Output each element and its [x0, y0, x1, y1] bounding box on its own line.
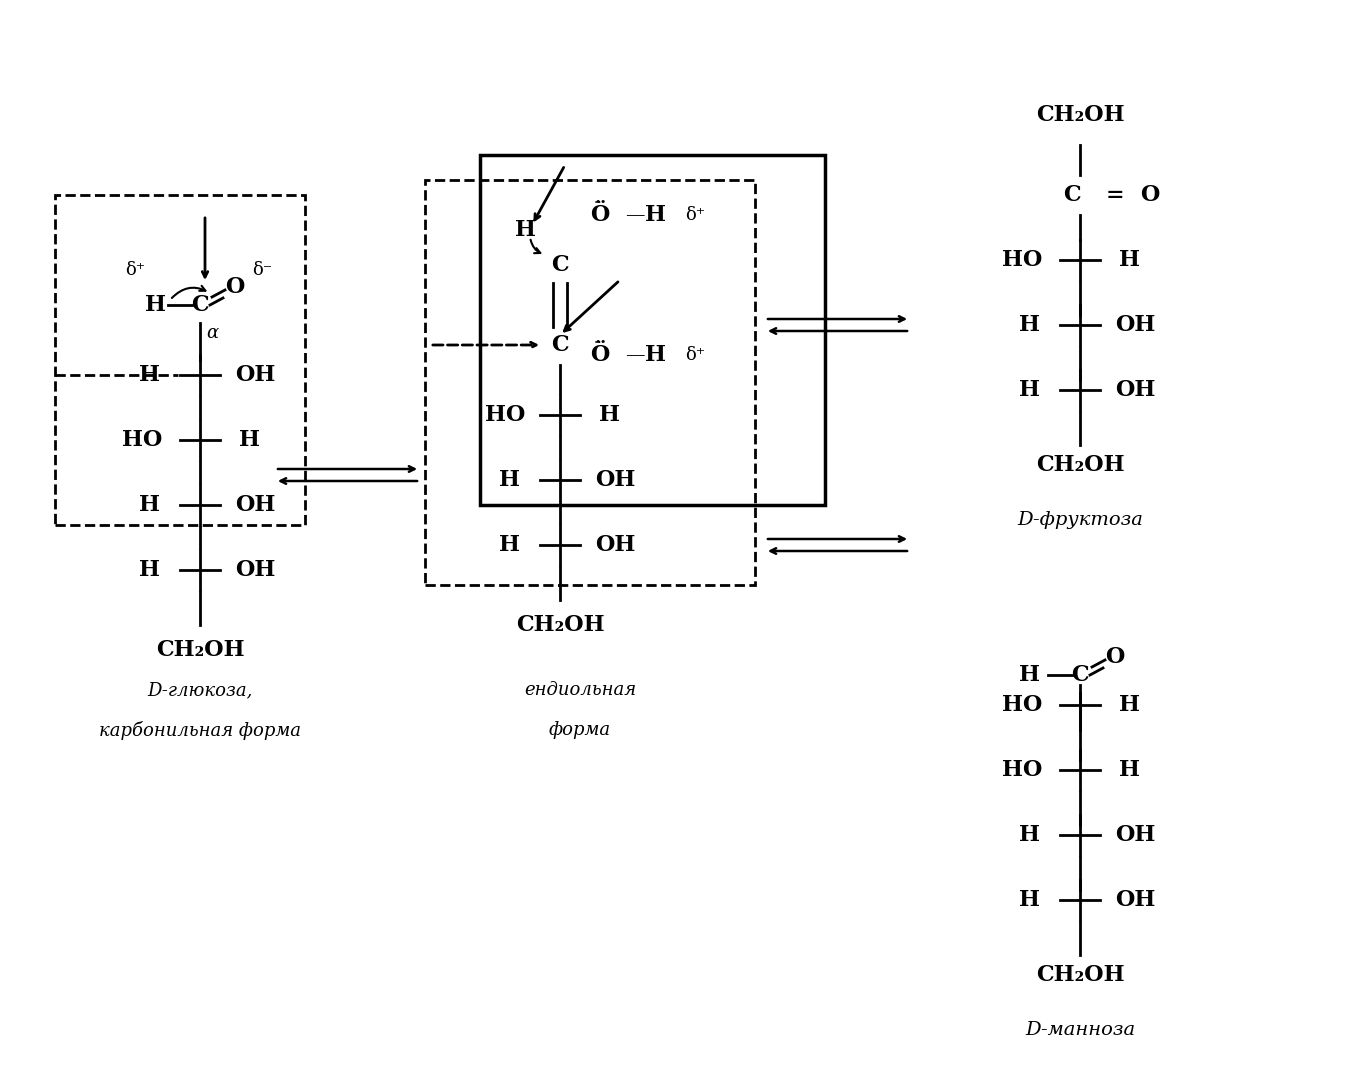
Text: H: H	[1120, 694, 1140, 716]
Text: δ⁺: δ⁺	[125, 261, 145, 280]
Text: D-глюкоза,: D-глюкоза,	[148, 680, 252, 699]
Text: C: C	[551, 254, 568, 276]
Text: H: H	[644, 344, 666, 366]
Text: —: —	[625, 346, 644, 364]
Text: D-фруктоза: D-фруктоза	[1017, 511, 1143, 529]
Text: OH: OH	[235, 559, 275, 580]
Text: OH: OH	[1115, 889, 1155, 911]
Text: CH₂OH: CH₂OH	[515, 614, 605, 636]
Text: H: H	[140, 494, 160, 516]
Text: O: O	[1105, 646, 1124, 668]
Text: CH₂OH: CH₂OH	[156, 639, 244, 661]
Text: δ⁺: δ⁺	[685, 346, 705, 364]
Text: форма: форма	[549, 721, 612, 739]
Text: H: H	[140, 364, 160, 386]
Text: H: H	[514, 219, 536, 241]
Text: H: H	[1020, 889, 1040, 911]
Text: O: O	[225, 276, 244, 298]
Text: C: C	[1063, 184, 1081, 206]
Text: Ö: Ö	[590, 344, 610, 366]
Text: OH: OH	[235, 364, 275, 386]
Text: OH: OH	[595, 534, 635, 556]
Text: δ⁺: δ⁺	[685, 206, 705, 224]
Text: ендиольная: ендиольная	[523, 680, 636, 699]
Text: H: H	[1120, 249, 1140, 271]
Text: H: H	[499, 534, 521, 556]
Text: =: =	[1105, 184, 1124, 206]
Text: HO: HO	[122, 429, 163, 452]
Text: CH₂OH: CH₂OH	[1036, 964, 1124, 986]
Text: O: O	[1140, 184, 1159, 206]
Text: H: H	[240, 429, 260, 452]
Text: Ö: Ö	[590, 204, 610, 226]
Text: α: α	[206, 324, 218, 342]
Text: ··: ··	[594, 336, 602, 350]
Text: C: C	[191, 293, 209, 316]
Text: HO: HO	[1002, 249, 1043, 271]
Text: OH: OH	[1115, 314, 1155, 336]
Text: H: H	[1020, 825, 1040, 846]
Text: OH: OH	[235, 494, 275, 516]
Text: ··: ··	[594, 196, 602, 210]
Text: OH: OH	[1115, 379, 1155, 401]
Text: CH₂OH: CH₂OH	[1036, 104, 1124, 126]
Text: H: H	[499, 469, 521, 491]
Text: H: H	[145, 293, 165, 316]
Text: C: C	[551, 334, 568, 356]
Text: OH: OH	[595, 469, 635, 491]
Text: HO: HO	[485, 404, 525, 426]
Text: OH: OH	[1115, 825, 1155, 846]
Text: H: H	[1020, 314, 1040, 336]
Text: —: —	[625, 206, 644, 224]
Text: H: H	[140, 559, 160, 580]
Text: H: H	[599, 404, 621, 426]
Text: D-манноза: D-манноза	[1025, 1021, 1135, 1040]
Text: δ⁻: δ⁻	[252, 261, 273, 280]
Text: HO: HO	[1002, 694, 1043, 716]
Text: HO: HO	[1002, 759, 1043, 782]
Text: H: H	[1020, 379, 1040, 401]
Text: CH₂OH: CH₂OH	[1036, 454, 1124, 476]
Text: H: H	[1020, 664, 1040, 686]
Text: H: H	[1120, 759, 1140, 782]
Text: H: H	[644, 204, 666, 226]
Text: C: C	[1071, 664, 1089, 686]
Text: карбонильная форма: карбонильная форма	[99, 720, 301, 740]
